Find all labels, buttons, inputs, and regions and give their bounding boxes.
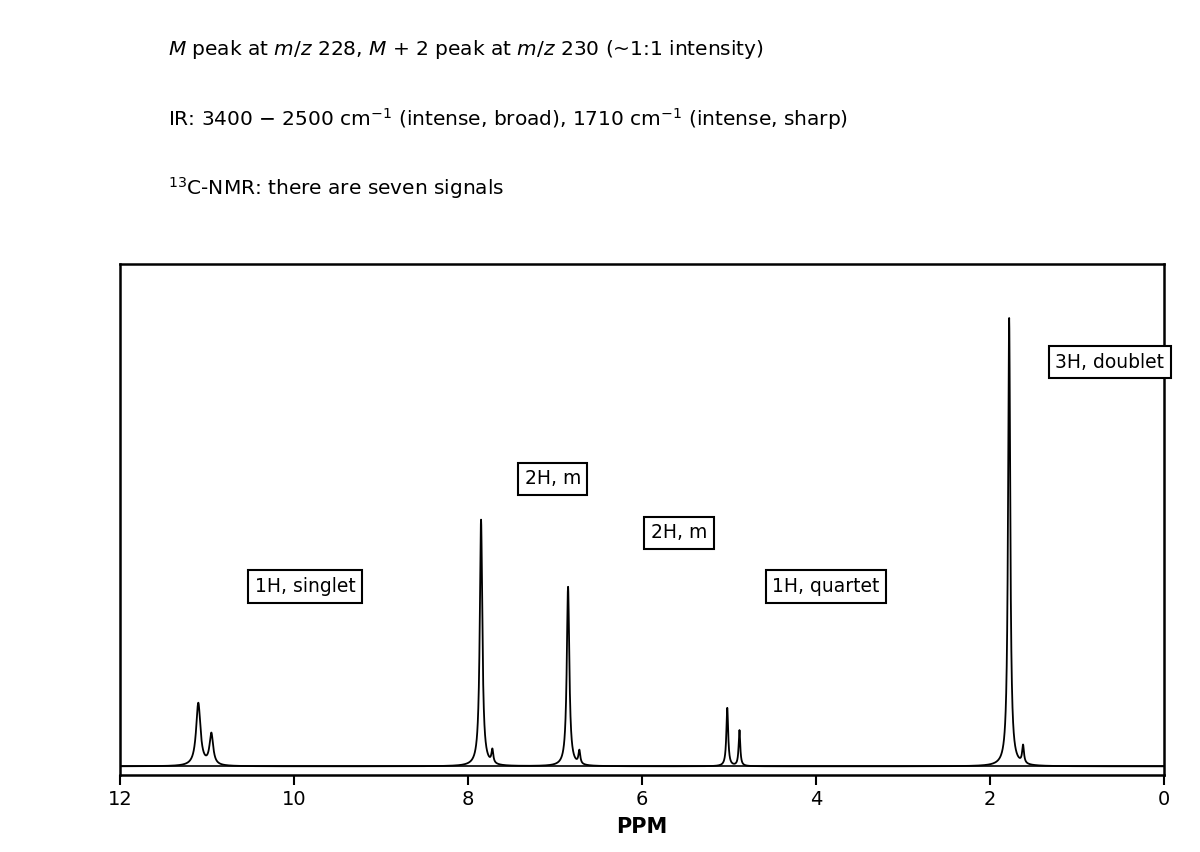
Text: 2H, m: 2H, m bbox=[524, 469, 581, 488]
Text: 2H, m: 2H, m bbox=[650, 523, 707, 542]
Text: IR: 3400 $-$ 2500 cm$^{-1}$ (intense, broad), 1710 cm$^{-1}$ (intense, sharp): IR: 3400 $-$ 2500 cm$^{-1}$ (intense, br… bbox=[168, 106, 848, 132]
X-axis label: PPM: PPM bbox=[617, 817, 667, 838]
Text: $\it{M}$ peak at $\it{m/z}$ 228, $\it{M}$ + 2 peak at $\it{m/z}$ 230 (~1:1 inten: $\it{M}$ peak at $\it{m/z}$ 228, $\it{M}… bbox=[168, 38, 764, 61]
Text: 1H, singlet: 1H, singlet bbox=[254, 577, 355, 596]
Text: 1H, quartet: 1H, quartet bbox=[773, 577, 880, 596]
Text: 3H, doublet: 3H, doublet bbox=[1055, 353, 1164, 371]
Text: $^{13}$C-NMR: there are seven signals: $^{13}$C-NMR: there are seven signals bbox=[168, 175, 504, 200]
